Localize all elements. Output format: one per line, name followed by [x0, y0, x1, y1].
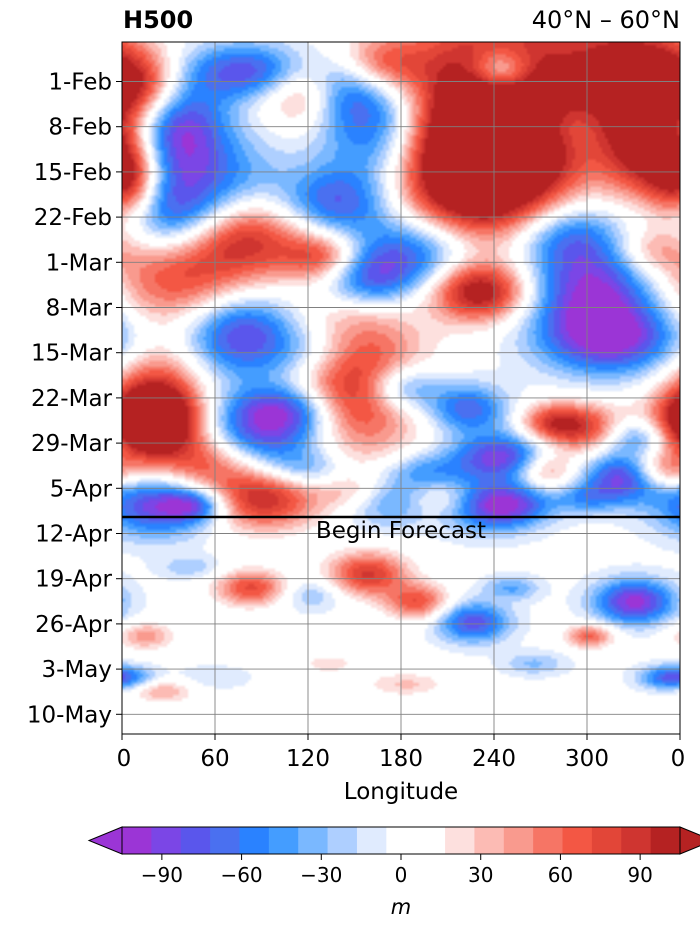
y-tick-label: 12-Apr [35, 522, 112, 548]
colorbar-tick-label: 0 [395, 863, 408, 887]
colorbar: −90 −60 −30 0 30 60 90 [87, 826, 700, 887]
y-tick-label: 1-Mar [46, 250, 113, 276]
colorbar-swatch [562, 827, 593, 854]
x-tick-label: 240 [472, 746, 516, 772]
y-tick-label: 22-Mar [31, 386, 113, 412]
y-tick-label: 22-Feb [34, 205, 112, 231]
y-tick-label: 5-Apr [50, 476, 113, 502]
x-tick-label: 300 [565, 746, 609, 772]
x-axis-label: Longitude [344, 779, 458, 805]
y-tick-label: 29-Mar [31, 431, 113, 457]
y-tick-label: 19-Apr [35, 567, 112, 593]
y-tick-label: 15-Feb [34, 160, 112, 186]
y-tick-label: 10-May [27, 702, 112, 728]
colorbar-swatch [210, 827, 240, 854]
x-tick-label: 180 [379, 746, 423, 772]
colorbar-swatch [268, 827, 299, 854]
y-tick-label: 3-May [42, 657, 112, 683]
colorbar-tick-label: −30 [300, 863, 342, 887]
colorbar-swatch [239, 827, 270, 854]
y-tick-label: 8-Feb [48, 115, 112, 141]
chart-title-left: H500 [123, 6, 194, 34]
colorbar-swatch [180, 827, 211, 854]
colorbar-swatch [533, 827, 564, 854]
colorbar-swatch [122, 827, 152, 854]
x-tick-label: 0 [671, 746, 686, 772]
x-axis: 0 60 120 180 240 300 0 [117, 734, 686, 772]
colorbar-swatch [621, 827, 652, 854]
colorbar-label: m [391, 895, 411, 919]
colorbar-swatch [151, 827, 182, 854]
forecast-annotation: Begin Forecast [316, 518, 486, 544]
colorbar-swatch [327, 827, 358, 854]
colorbar-swatch [503, 827, 534, 854]
colorbar-swatch [591, 827, 622, 854]
colorbar-tick-label: 30 [468, 863, 493, 887]
x-tick-label: 120 [286, 746, 330, 772]
colorbar-swatch [386, 827, 417, 854]
colorbar-swatch [445, 827, 475, 854]
x-tick-label: 0 [117, 746, 132, 772]
grid-lines [122, 42, 680, 734]
colorbar-extend-max [679, 826, 700, 855]
chart-title-right: 40°N – 60°N [531, 6, 680, 34]
y-tick-label: 8-Mar [46, 296, 113, 322]
colorbar-tick-label: −60 [220, 863, 262, 887]
y-tick-label: 15-Mar [31, 341, 113, 367]
colorbar-tick-label: 60 [548, 863, 573, 887]
y-axis: 1-Feb 8-Feb 15-Feb 22-Feb 1-Mar 8-Mar 15-Mar 22… [27, 70, 122, 728]
x-tick-label: 60 [200, 746, 229, 772]
colorbar-swatch [474, 827, 505, 854]
colorbar-swatch [356, 827, 387, 854]
y-tick-label: 26-Apr [35, 612, 112, 638]
colorbar-swatch [415, 827, 446, 854]
colorbar-swatch [650, 827, 681, 854]
colorbar-tick-label: −90 [141, 863, 183, 887]
colorbar-extend-min [87, 826, 123, 855]
y-tick-label: 1-Feb [48, 70, 112, 96]
colorbar-tick-label: 90 [627, 863, 652, 887]
colorbar-swatch [298, 827, 329, 854]
